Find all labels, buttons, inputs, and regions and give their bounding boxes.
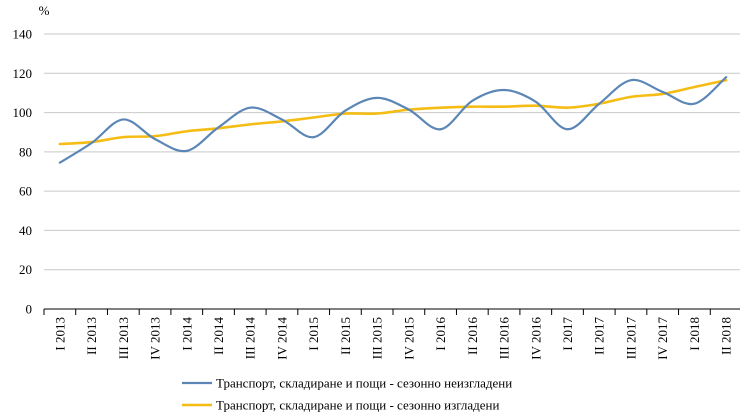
legend: Транспорт, складиране и пощи - сезонно н… <box>182 376 512 413</box>
x-tick-label: III 2017 <box>623 317 638 360</box>
y-tick-label: 140 <box>13 27 33 42</box>
x-tick-label: IV 2014 <box>274 317 289 360</box>
series-line-adjusted <box>58 78 728 146</box>
y-tick-label: 80 <box>19 144 32 159</box>
x-tick-label: I 2014 <box>179 317 194 351</box>
x-tick-label: IV 2016 <box>528 317 543 360</box>
y-axis-label: % <box>39 3 50 18</box>
legend-label: Транспорт, складиране и пощи - сезонно и… <box>216 398 499 413</box>
x-tick-label: I 2015 <box>306 317 321 351</box>
x-axis: I 2013 II 2013 III 2013 IV 2013 I 2014 II 201… <box>43 308 740 360</box>
y-tick-label: 0 <box>26 302 33 317</box>
y-tick-label: 120 <box>13 66 33 81</box>
series-line-unadjusted <box>58 76 728 164</box>
x-tick-label: II 2018 <box>719 317 734 355</box>
gridlines <box>44 33 740 271</box>
x-tick-label: IV 2013 <box>148 317 163 360</box>
x-tick-label: I 2013 <box>52 317 67 351</box>
x-tick-label: II 2016 <box>465 317 480 355</box>
x-tick-label: IV 2015 <box>401 317 416 360</box>
x-tick-label: I 2018 <box>687 317 702 351</box>
x-tick-label: II 2013 <box>84 317 99 355</box>
legend-label: Транспорт, складиране и пощи - сезонно н… <box>216 376 512 391</box>
x-tick-label: II 2015 <box>338 317 353 355</box>
x-tick-label: III 2016 <box>497 317 512 360</box>
y-axis: 0 20 40 60 80 100 120 140 <box>13 27 33 317</box>
x-tick-label: III 2014 <box>243 317 258 360</box>
y-tick-label: 20 <box>19 262 32 277</box>
y-tick-label: 100 <box>13 105 33 120</box>
x-tick-label: I 2016 <box>433 317 448 351</box>
y-tick-label: 60 <box>19 184 32 199</box>
series-lines <box>58 76 728 164</box>
x-tick-label: II 2014 <box>211 317 226 355</box>
y-tick-label: 40 <box>19 223 32 238</box>
x-tick-label: II 2017 <box>592 317 607 355</box>
x-tick-label: IV 2017 <box>655 317 670 360</box>
x-tick-label: III 2013 <box>116 317 131 359</box>
x-tick-label: III 2015 <box>370 317 385 359</box>
x-tick-label: I 2017 <box>560 317 575 351</box>
